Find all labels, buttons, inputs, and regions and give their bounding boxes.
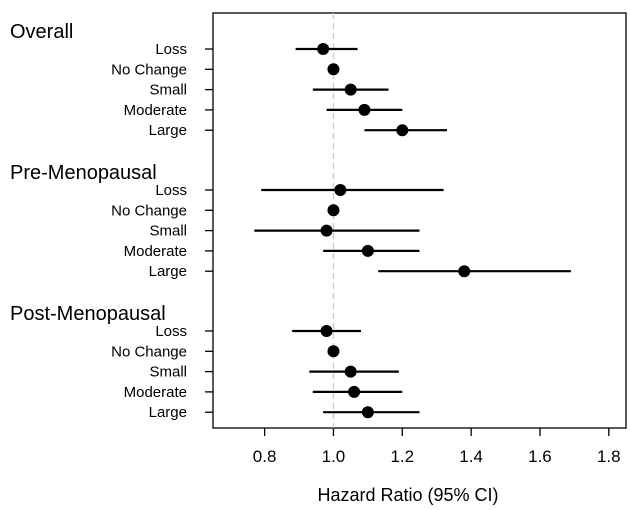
row-label: Small bbox=[149, 364, 187, 381]
row-label: Moderate bbox=[124, 384, 187, 401]
row-label: No Change bbox=[111, 61, 187, 78]
x-tick-label: 1.4 bbox=[459, 447, 483, 466]
row-label: Moderate bbox=[124, 102, 187, 119]
hazard-point bbox=[317, 43, 330, 55]
x-tick-label: 1.6 bbox=[528, 447, 552, 466]
hazard-point bbox=[396, 124, 409, 137]
hazard-point bbox=[361, 244, 374, 257]
hazard-point bbox=[327, 63, 340, 76]
hazard-point bbox=[458, 265, 471, 278]
hazard-point bbox=[327, 345, 340, 358]
group-title: Overall bbox=[10, 21, 73, 43]
row-label: Loss bbox=[155, 41, 187, 58]
row-label: No Change bbox=[111, 202, 187, 219]
x-tick-label: 1.8 bbox=[597, 447, 621, 466]
hazard-point bbox=[344, 83, 357, 96]
hazard-point bbox=[327, 204, 340, 217]
hazard-point bbox=[344, 365, 357, 378]
hazard-point bbox=[358, 103, 371, 116]
plot-frame bbox=[212, 12, 627, 429]
plot-rows bbox=[205, 43, 571, 419]
row-label: No Change bbox=[111, 343, 187, 360]
x-axis: 0.8 1.0 1.2 1.4 1.6 1.8 bbox=[253, 428, 621, 466]
row-label: Large bbox=[149, 263, 187, 280]
row-labels: Overall Loss No Change Small Moderate Large Pr… bbox=[10, 21, 187, 421]
group-title: Post-Menopausal bbox=[10, 303, 166, 325]
hazard-point bbox=[320, 325, 333, 337]
x-tick-label: 1.0 bbox=[322, 447, 346, 466]
x-axis-title: Hazard Ratio (95% CI) bbox=[317, 485, 498, 505]
hazard-point bbox=[320, 224, 333, 237]
x-tick-label: 0.8 bbox=[253, 447, 277, 466]
hazard-point bbox=[348, 385, 361, 398]
hazard-point bbox=[334, 184, 347, 196]
row-label: Large bbox=[149, 122, 187, 139]
row-label: Small bbox=[149, 82, 187, 99]
group-title: Pre-Menopausal bbox=[10, 162, 157, 184]
row-label: Loss bbox=[155, 323, 187, 340]
row-label: Moderate bbox=[124, 243, 187, 260]
row-label: Loss bbox=[155, 182, 187, 199]
x-tick-label: 1.2 bbox=[390, 447, 414, 466]
hazard-point bbox=[361, 406, 374, 419]
row-label: Large bbox=[149, 404, 187, 421]
row-label: Small bbox=[149, 223, 187, 240]
